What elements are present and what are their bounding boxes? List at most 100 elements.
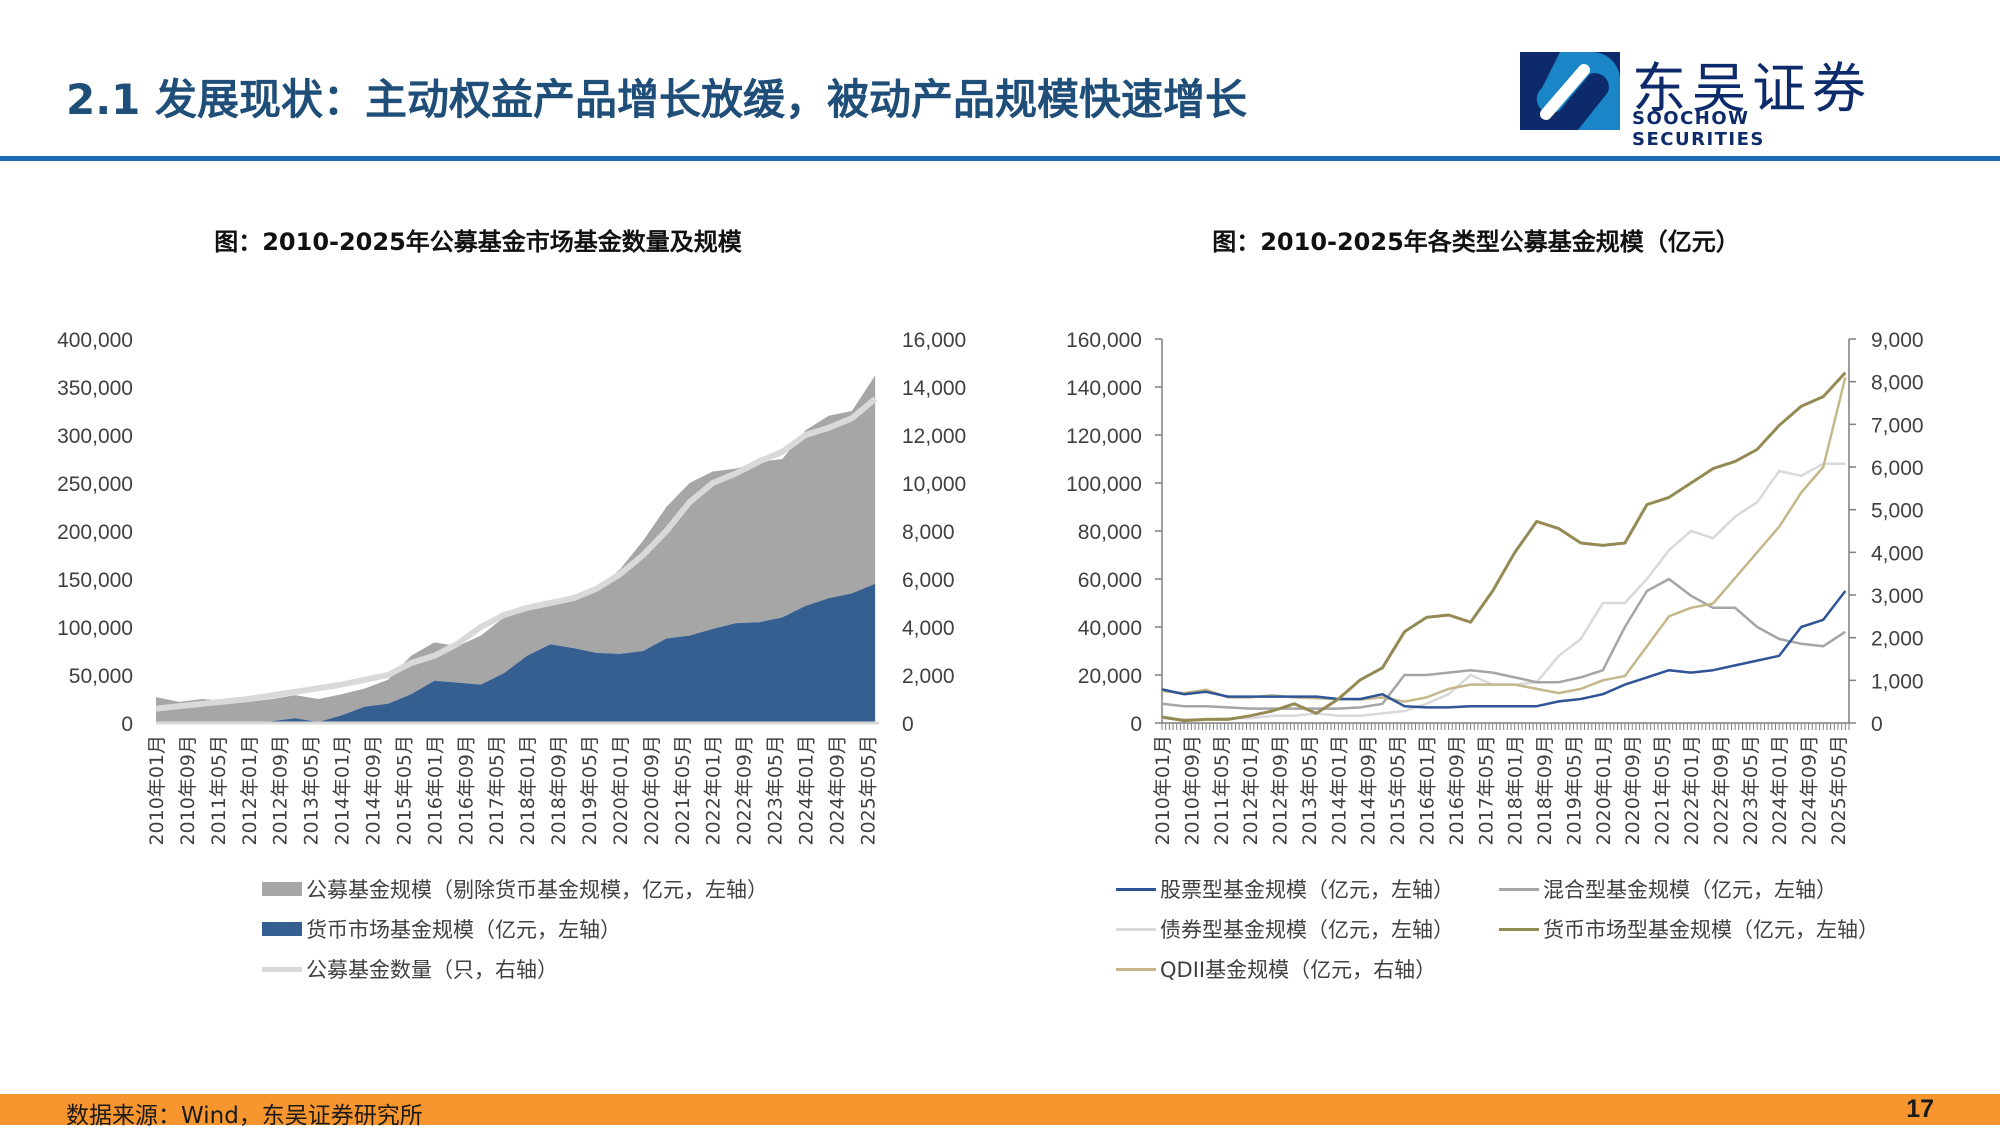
x-tick-label: 2025年05月 <box>857 735 879 846</box>
y-right-tick-label: 12,000 <box>902 425 966 448</box>
x-tick-label: 2015年05月 <box>1387 735 1409 846</box>
x-tick-label: 2022年09月 <box>734 735 756 846</box>
x-tick-label: 2016年01月 <box>1417 735 1439 846</box>
y-right-tick-label: 3,000 <box>1871 585 1924 608</box>
x-tick-label: 2019年05月 <box>579 735 601 846</box>
y-left-tick-label: 120,000 <box>1066 425 1142 448</box>
x-tick-label: 2018年01月 <box>1505 735 1527 846</box>
x-tick-label: 2012年01月 <box>239 735 261 846</box>
x-tick-label: 2012年09月 <box>1270 735 1292 846</box>
logo-chinese-name: 东吴证券 <box>1632 57 1872 120</box>
footer-bar: 数据来源：Wind，东吴证券研究所 17 <box>0 1094 2000 1129</box>
line-money-market-funds <box>1161 371 1847 723</box>
y-right-tick-label: 6,000 <box>1871 457 1924 480</box>
y-left-tick-label: 0 <box>121 713 133 736</box>
y-right-tick-label: 9,000 <box>1871 329 1924 352</box>
y-left-tick-label: 140,000 <box>1066 377 1142 400</box>
x-tick-label: 2012年01月 <box>1240 735 1262 846</box>
legend-swatch <box>262 966 302 972</box>
x-tick-label: 2010年01月 <box>146 735 168 846</box>
x-tick-label: 2010年09月 <box>177 735 199 846</box>
x-tick-label: 2014年01月 <box>1328 735 1350 846</box>
x-tick-label: 2024年01月 <box>796 735 818 846</box>
x-tick-label: 2013年05月 <box>1299 735 1321 846</box>
legend-money-line: 货币市场型基金规模（亿元，左轴） <box>1499 914 1879 944</box>
x-tick-label: 2016年09月 <box>455 735 477 846</box>
page-title: 2.1 发展现状：主动权益产品增长放缓，被动产品规模快速增长 <box>66 75 1248 124</box>
x-tick-label: 2020年01月 <box>1593 735 1615 846</box>
x-tick-label: 2021年05月 <box>672 735 694 846</box>
y-right-tick-label: 0 <box>902 713 914 736</box>
y-left-tick-label: 150,000 <box>57 569 133 592</box>
y-left-tick-label: 200,000 <box>57 521 133 544</box>
legend-label: 公募基金数量（只，右轴） <box>306 958 558 982</box>
x-tick-label: 2016年09月 <box>1446 735 1468 846</box>
y-right-tick-label: 5,000 <box>1871 500 1924 523</box>
x-tick-label: 2022年01月 <box>1681 735 1703 846</box>
y-left-tick-label: 0 <box>1130 713 1142 736</box>
x-tick-label: 2024年09月 <box>1799 735 1821 846</box>
y-right-tick-label: 7,000 <box>1871 414 1924 437</box>
x-tick-label: 2020年09月 <box>641 735 663 846</box>
x-tick-label: 2018年09月 <box>548 735 570 846</box>
y-left-tick-label: 20,000 <box>1078 665 1142 688</box>
legend-mixed: 混合型基金规模（亿元，左轴） <box>1499 874 1837 904</box>
x-tick-label: 2010年01月 <box>1152 735 1174 846</box>
line-mixed-funds <box>1161 577 1847 710</box>
x-tick-label: 2014年01月 <box>332 735 354 846</box>
x-tick-label: 2017年05月 <box>486 735 508 846</box>
legend-swatch <box>1499 927 1539 931</box>
x-tick-label: 2018年01月 <box>517 735 539 846</box>
x-tick-label: 2016年01月 <box>424 735 446 846</box>
legend-swatch <box>1116 967 1156 971</box>
right-chart-title: 图：2010-2025年各类型公募基金规模（亿元） <box>1212 228 1740 256</box>
y-left-tick-label: 300,000 <box>57 425 133 448</box>
x-tick-label: 2011年05月 <box>1211 735 1233 846</box>
header-divider <box>0 156 2000 161</box>
x-tick-label: 2020年09月 <box>1622 735 1644 846</box>
legend-label: 货币市场基金规模（亿元，左轴） <box>306 918 621 942</box>
legend-qdii: QDII基金规模（亿元，右轴） <box>1116 954 1436 984</box>
x-tick-label: 2024年09月 <box>826 735 848 846</box>
x-tick-label: 2012年09月 <box>270 735 292 846</box>
y-right-tick-label: 2,000 <box>1871 628 1924 651</box>
legend-swatch <box>1116 927 1156 931</box>
x-tick-label: 2022年01月 <box>703 735 725 846</box>
area-money-market-funds <box>156 583 876 723</box>
y-right-tick-label: 4,000 <box>902 617 955 640</box>
x-tick-label: 2018年09月 <box>1534 735 1556 846</box>
company-logo: 东吴证券 SOOCHOW SECURITIES <box>1520 50 1880 150</box>
legend-label: 公募基金规模（剔除货币基金规模，亿元，左轴） <box>306 878 768 902</box>
line-bond-funds <box>1161 462 1846 721</box>
x-tick-label: 2022年09月 <box>1710 735 1732 846</box>
legend-swatch <box>1499 887 1539 891</box>
y-right-tick-label: 8,000 <box>902 521 955 544</box>
legend-money-market: 货币市场基金规模（亿元，左轴） <box>262 914 621 944</box>
y-right-tick-label: 14,000 <box>902 377 966 400</box>
y-left-tick-label: 80,000 <box>1078 521 1142 544</box>
x-tick-label: 2023年05月 <box>1740 735 1762 846</box>
y-right-tick-label: 1,000 <box>1871 670 1924 693</box>
soochow-logo-icon <box>1520 52 1620 130</box>
y-left-tick-label: 100,000 <box>1066 473 1142 496</box>
legend-stock: 股票型基金规模（亿元，左轴） <box>1116 874 1454 904</box>
x-tick-label: 2023年05月 <box>765 735 787 846</box>
y-right-tick-label: 6,000 <box>902 569 955 592</box>
y-left-tick-label: 250,000 <box>57 473 133 496</box>
x-tick-label: 2010年09月 <box>1181 735 1203 846</box>
x-tick-label: 2011年05月 <box>208 735 230 846</box>
line-stock-funds <box>1161 590 1847 709</box>
page-number: 17 <box>1906 1095 1934 1123</box>
logo-english-name: SOOCHOW SECURITIES <box>1632 108 1765 150</box>
x-tick-label: 2020年01月 <box>610 735 632 846</box>
legend-non-money: 公募基金规模（剔除货币基金规模，亿元，左轴） <box>262 874 768 904</box>
y-left-tick-label: 100,000 <box>57 617 133 640</box>
line-fund-count <box>155 396 878 712</box>
legend-bond: 债券型基金规模（亿元，左轴） <box>1116 914 1454 944</box>
y-right-tick-label: 10,000 <box>902 473 966 496</box>
x-tick-label: 2013年05月 <box>301 735 323 846</box>
legend-swatch <box>1116 887 1156 891</box>
left-chart-title: 图：2010-2025年公募基金市场基金数量及规模 <box>214 228 742 256</box>
legend-label: 债券型基金规模（亿元，左轴） <box>1160 918 1454 942</box>
